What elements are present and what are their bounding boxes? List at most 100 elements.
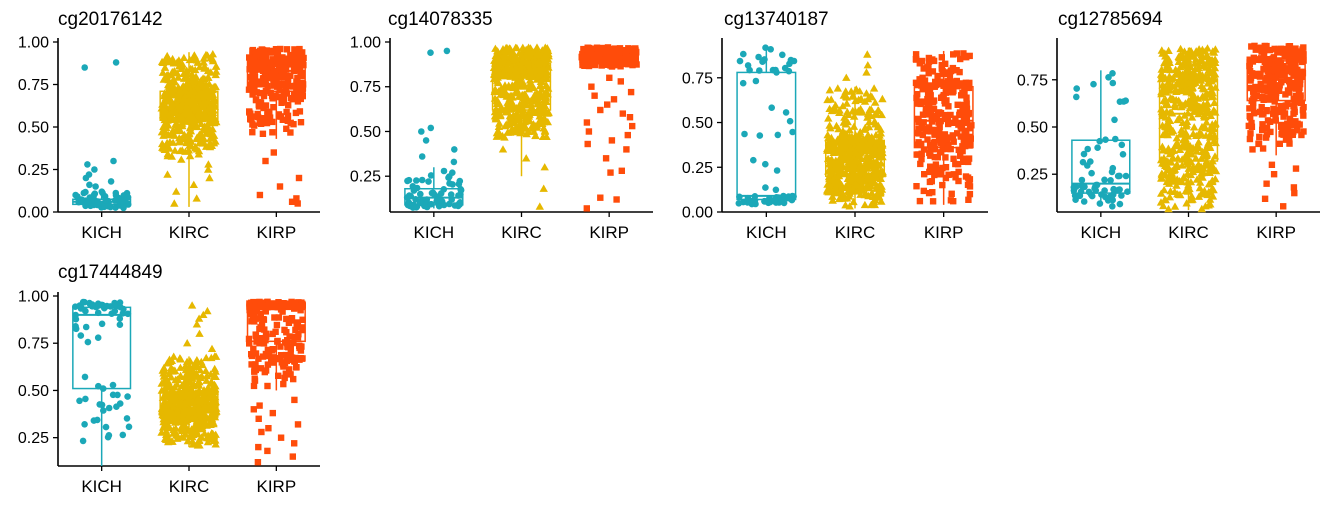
data-point — [269, 346, 276, 353]
data-point — [1270, 54, 1278, 61]
data-point — [164, 398, 173, 406]
data-point — [192, 360, 201, 368]
data-point — [1299, 68, 1306, 75]
data-point — [832, 158, 841, 167]
data-point — [116, 400, 124, 407]
data-point — [264, 348, 272, 356]
data-point — [125, 423, 133, 431]
data-point — [499, 56, 508, 64]
points-KICH — [1070, 70, 1131, 210]
data-point — [190, 51, 199, 60]
data-point — [845, 192, 854, 200]
data-point — [1159, 146, 1168, 154]
data-point — [840, 194, 849, 202]
data-point — [1197, 154, 1206, 162]
data-point — [864, 122, 874, 131]
group-KICH — [1070, 70, 1131, 210]
data-point — [404, 177, 411, 185]
data-point — [849, 197, 858, 206]
data-point — [958, 82, 965, 89]
data-point — [1170, 100, 1179, 108]
data-point — [183, 115, 192, 123]
data-point — [876, 143, 885, 151]
data-point — [1246, 68, 1254, 75]
data-point — [1298, 54, 1306, 61]
data-point — [177, 155, 186, 163]
data-point — [1203, 99, 1212, 107]
data-point — [249, 129, 256, 136]
data-point — [201, 111, 211, 120]
data-point — [288, 317, 295, 324]
data-point — [184, 130, 193, 138]
data-point — [205, 139, 215, 147]
data-point — [1268, 161, 1276, 168]
data-point — [1286, 135, 1293, 143]
data-point — [840, 113, 849, 121]
data-point — [247, 311, 254, 318]
data-point — [257, 120, 265, 127]
data-point — [299, 316, 306, 323]
data-point — [1295, 94, 1302, 102]
data-point — [873, 190, 883, 198]
data-point — [490, 94, 500, 102]
data-point — [954, 83, 961, 90]
data-point — [279, 54, 286, 61]
data-point — [626, 59, 633, 66]
data-point — [120, 204, 127, 212]
data-point — [529, 106, 538, 114]
group-KIRP — [912, 50, 975, 205]
data-point — [202, 142, 211, 150]
data-point — [284, 77, 292, 84]
data-point — [264, 67, 271, 74]
data-point — [877, 197, 886, 205]
data-point — [939, 181, 946, 189]
data-point — [831, 101, 840, 109]
y-tick-label: 0.75 — [18, 336, 49, 353]
data-point — [427, 172, 435, 179]
data-point — [1189, 163, 1198, 171]
data-point — [102, 423, 110, 431]
data-point — [204, 165, 213, 173]
data-point — [1114, 172, 1122, 180]
data-point — [778, 197, 786, 204]
data-point — [1246, 112, 1253, 120]
data-point — [492, 110, 501, 118]
data-point — [282, 351, 290, 359]
data-point — [1204, 167, 1214, 175]
data-point — [535, 202, 544, 210]
data-point — [960, 113, 968, 120]
data-point — [925, 70, 932, 77]
data-point — [858, 138, 867, 146]
data-point — [1272, 113, 1279, 120]
data-point — [277, 45, 284, 53]
data-point — [90, 417, 98, 424]
data-point — [937, 117, 944, 125]
data-point — [456, 199, 464, 206]
data-point — [499, 106, 508, 114]
data-point — [938, 61, 945, 69]
data-point — [854, 95, 863, 103]
data-point — [212, 67, 221, 75]
data-point — [851, 172, 860, 180]
data-point — [172, 108, 181, 117]
data-point — [252, 350, 260, 357]
data-point — [206, 126, 215, 134]
x-tick-label: KIRP — [924, 223, 964, 242]
data-point — [1112, 135, 1119, 143]
data-point — [959, 143, 966, 150]
data-point — [518, 108, 527, 116]
data-point — [518, 99, 527, 107]
data-point — [194, 381, 204, 389]
data-point — [1171, 70, 1181, 78]
data-point — [1293, 127, 1301, 134]
data-point — [275, 60, 282, 67]
data-point — [1174, 190, 1184, 198]
data-point — [257, 99, 265, 106]
data-point — [541, 117, 551, 125]
data-point — [181, 92, 190, 100]
data-point — [1163, 60, 1172, 69]
data-point — [598, 48, 606, 55]
data-point — [82, 395, 89, 403]
data-point — [210, 352, 219, 360]
data-point — [855, 129, 864, 138]
